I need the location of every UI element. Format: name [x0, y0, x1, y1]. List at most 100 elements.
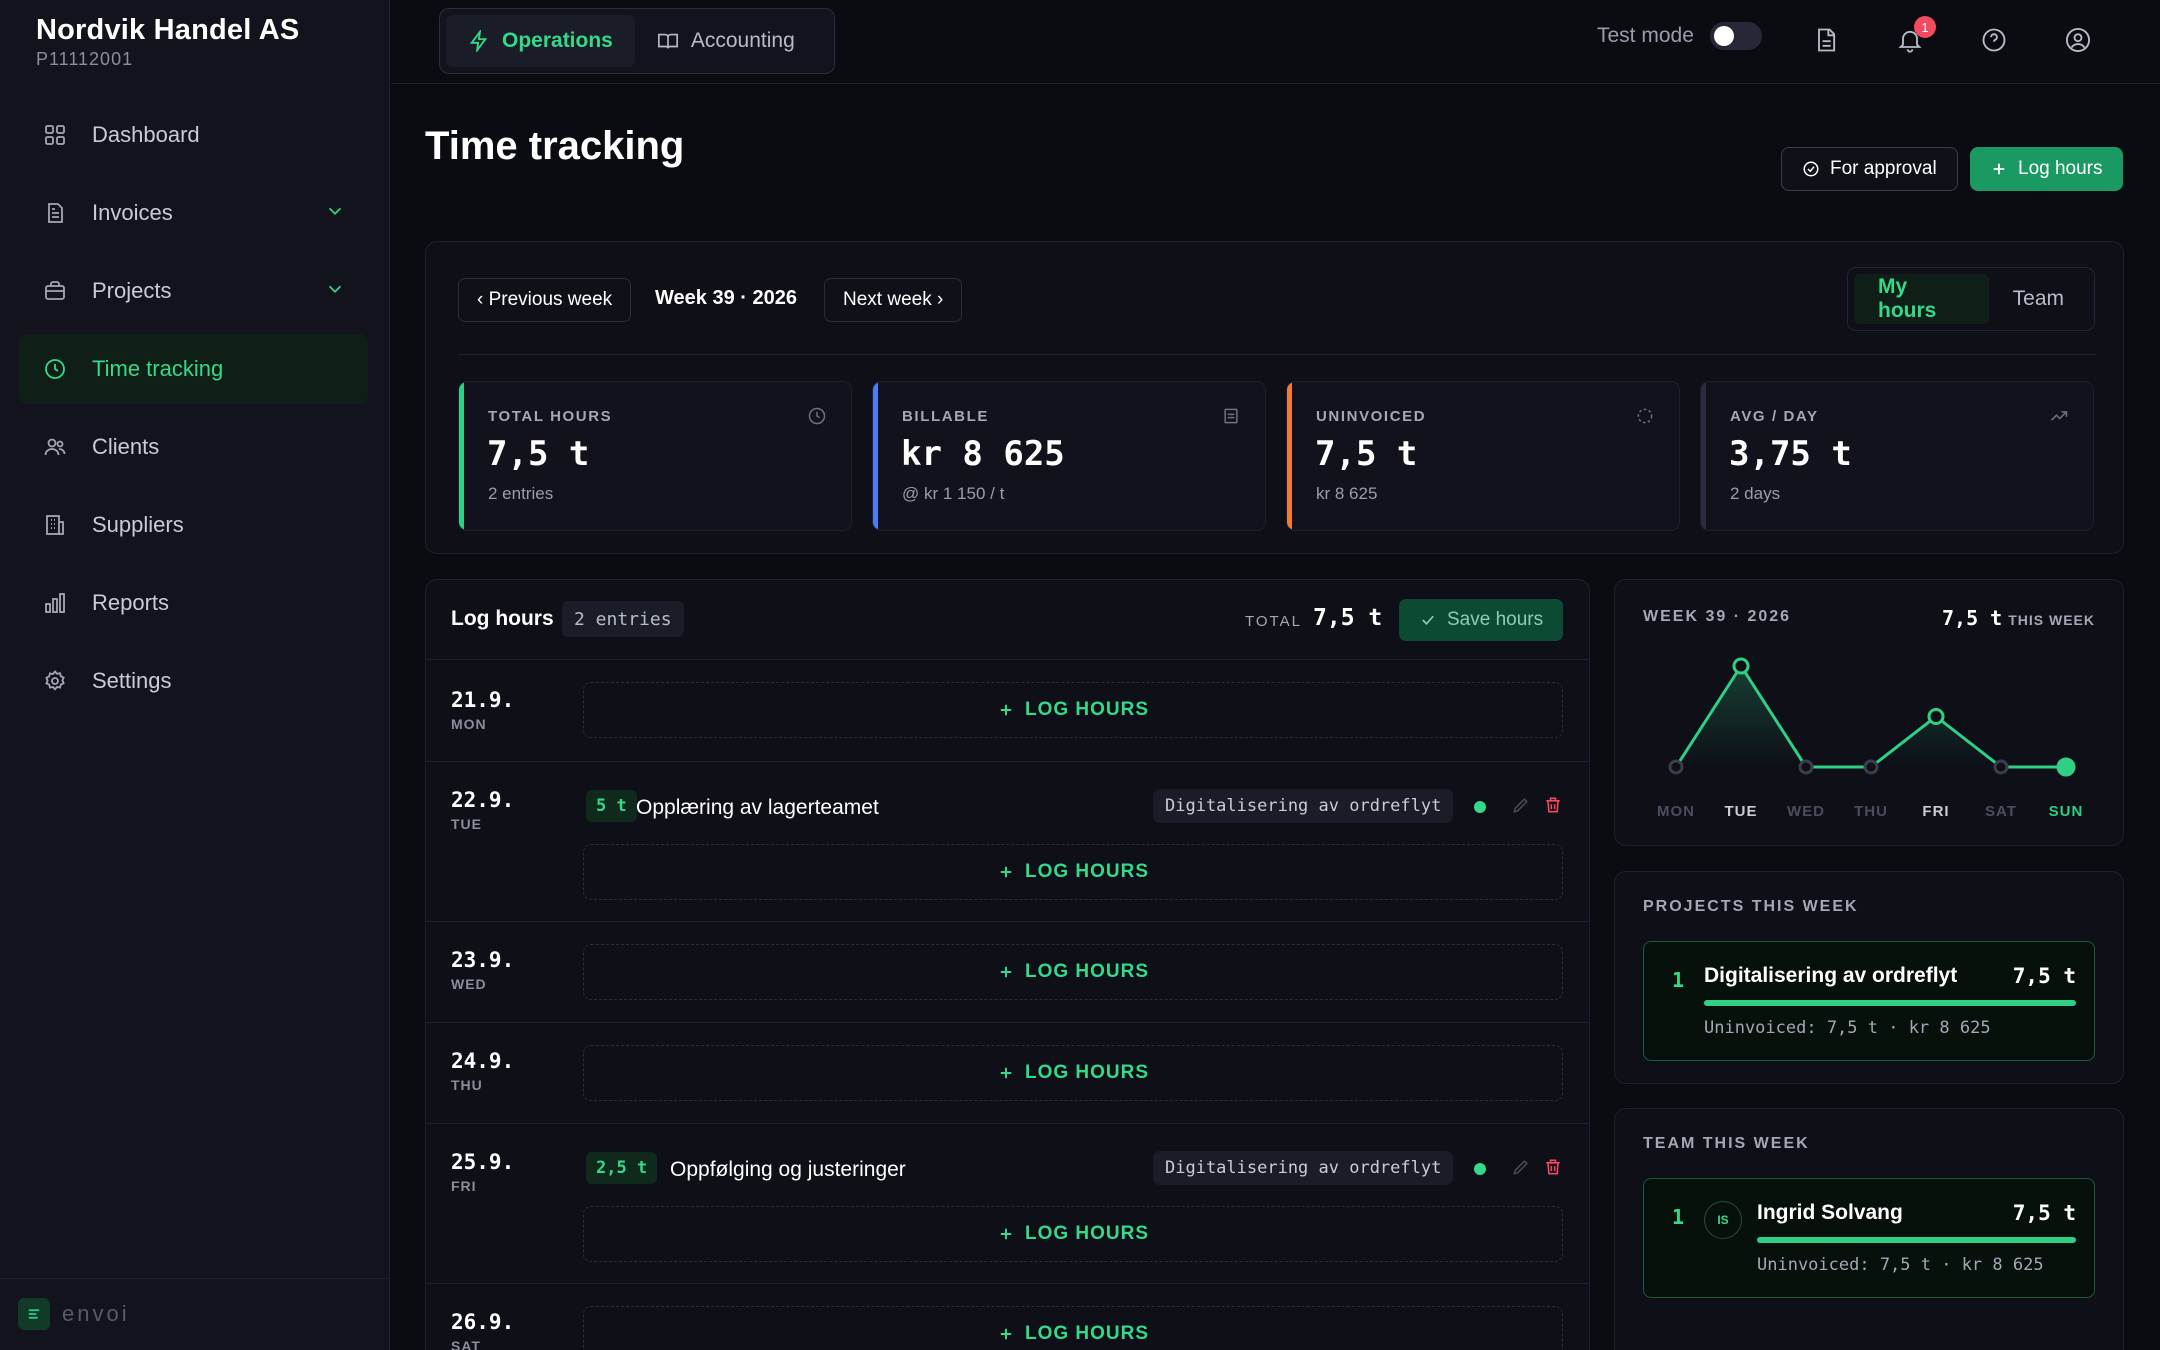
team-list-item[interactable]: 1 IS Ingrid Solvang 7,5 t Uninvoiced: 7,…	[1643, 1178, 2095, 1298]
share-bar	[1704, 1000, 2076, 1006]
trash-icon[interactable]	[1543, 1157, 1563, 1182]
add-hours-button[interactable]: LOG HOURS	[583, 944, 1563, 1000]
sidebar-item-settings[interactable]: Settings	[18, 646, 368, 716]
member-sub: Uninvoiced: 7,5 t · kr 8 625	[1757, 1255, 2044, 1275]
for-approval-button[interactable]: For approval	[1781, 147, 1958, 191]
sidebar-divider	[0, 1278, 390, 1279]
entry-count-badge: 2 entries	[562, 601, 684, 637]
day-of-week: TUE	[451, 816, 482, 832]
sidebar-item-invoices[interactable]: Invoices	[18, 178, 368, 248]
time-entry[interactable]: 2,5 t Oppfølging og justeringer Digitali…	[586, 1148, 1561, 1188]
chart-area	[1676, 666, 2066, 767]
account-icon[interactable]	[2062, 24, 2094, 56]
chart-point-tue[interactable]	[1732, 657, 1750, 675]
day-row: 21.9. MON LOG HOURS	[426, 660, 1589, 762]
chart-day-label: THU	[1854, 803, 1888, 820]
day-of-week: THU	[451, 1077, 483, 1093]
log-hours-panel: Log hours 2 entries TOTAL 7,5 t Save hou…	[425, 579, 1590, 1350]
bar-chart-icon	[42, 590, 68, 616]
add-hours-button[interactable]: LOG HOURS	[583, 1045, 1563, 1101]
gear-icon	[42, 668, 68, 694]
tab-team[interactable]: Team	[2012, 287, 2064, 310]
app-logo[interactable]: envoi	[18, 1298, 130, 1330]
chart-point-mon[interactable]	[1668, 759, 1684, 775]
receipt-icon	[1224, 408, 1238, 424]
chart-point-wed[interactable]	[1798, 759, 1814, 775]
day-date: 23.9.	[451, 948, 515, 972]
trash-icon[interactable]	[1543, 795, 1563, 820]
document-icon[interactable]	[1810, 24, 1842, 56]
chevron-down-icon[interactable]	[324, 200, 346, 228]
sidebar-item-label: Invoices	[92, 200, 173, 225]
add-hours-button[interactable]: LOG HOURS	[583, 844, 1563, 900]
sidebar-item-suppliers[interactable]: Suppliers	[18, 490, 368, 560]
book-icon	[657, 33, 678, 49]
bell-icon[interactable]: 1	[1894, 16, 1936, 56]
users-icon	[42, 434, 68, 460]
pencil-icon[interactable]	[1511, 1157, 1531, 1182]
check-circle-icon	[1803, 161, 1819, 177]
chart-point-sat[interactable]	[1993, 759, 2009, 775]
help-icon[interactable]	[1978, 24, 2010, 56]
panel-title: Log hours	[451, 607, 554, 630]
time-entry[interactable]: 5 t Opplæring av lagerteamet Digitaliser…	[586, 786, 1561, 826]
project-hours: 7,5 t	[2012, 964, 2076, 988]
week-summary-panel: ‹ Previous week Week 39 · 2026 Next week…	[425, 241, 2124, 554]
entry-hours: 2,5 t	[586, 1152, 658, 1184]
button-label: LOG HOURS	[1024, 1323, 1150, 1344]
chart-point-fri[interactable]	[1927, 708, 1945, 725]
button-label: Save hours	[1447, 609, 1544, 630]
tab-accounting[interactable]: Accounting	[635, 15, 817, 67]
chart-day-label: FRI	[1922, 803, 1950, 820]
add-hours-button[interactable]: LOG HOURS	[583, 682, 1563, 738]
projects-this-week-card: PROJECTS THIS WEEK 1 Digitalisering av o…	[1614, 871, 2124, 1084]
project-list-item[interactable]: 1 Digitalisering av ordreflyt 7,5 t Unin…	[1643, 941, 2095, 1061]
stat-value: 7,5 t	[1315, 434, 1418, 474]
button-label: LOG HOURS	[1024, 861, 1150, 882]
building-icon	[42, 512, 68, 538]
chart-day-label: MON	[1657, 803, 1695, 820]
sidebar-item-label: Reports	[92, 590, 170, 615]
sidebar-item-dashboard[interactable]: Dashboard	[18, 100, 368, 170]
add-hours-button[interactable]: LOG HOURS	[583, 1206, 1563, 1262]
app-name: envoi	[62, 1301, 130, 1326]
chart-day-label: SUN	[2048, 803, 2084, 820]
stat-label: AVG / DAY	[1730, 408, 1819, 425]
plus-icon	[1000, 704, 1012, 716]
rank: 1	[1672, 968, 1685, 992]
test-mode-toggle[interactable]	[1709, 22, 1762, 50]
project-name: Digitalisering av ordreflyt	[1704, 964, 1958, 987]
day-date: 21.9.	[451, 688, 515, 712]
chart-point-thu[interactable]	[1863, 759, 1879, 775]
bolt-icon	[469, 30, 488, 52]
card-title: TEAM THIS WEEK	[1643, 1135, 1810, 1152]
card-title: PROJECTS THIS WEEK	[1643, 898, 1859, 915]
trend-up-icon	[2050, 411, 2068, 421]
week-total-suffix: THIS WEEK	[2008, 612, 2095, 628]
tab-my-hours[interactable]: My hours	[1854, 274, 1989, 324]
pencil-icon[interactable]	[1511, 795, 1531, 820]
entry-project-tag: Digitalisering av ordreflyt	[1153, 1151, 1454, 1185]
log-hours-button[interactable]: Log hours	[1970, 147, 2123, 191]
plus-icon	[1000, 1328, 1012, 1340]
save-hours-button[interactable]: Save hours	[1399, 599, 1564, 641]
stat-sub: 2 entries	[488, 484, 554, 503]
sidebar-item-time-tracking[interactable]: Time tracking	[18, 334, 368, 404]
team-this-week-card: TEAM THIS WEEK 1 IS Ingrid Solvang 7,5 t…	[1614, 1108, 2124, 1350]
company-brand[interactable]: Nordvik Handel AS P11112001	[36, 14, 299, 70]
next-week-button[interactable]: Next week ›	[824, 278, 963, 322]
share-bar	[1757, 1237, 2076, 1243]
stat-label: UNINVOICED	[1316, 408, 1427, 425]
add-hours-button[interactable]: LOG HOURS	[583, 1306, 1563, 1350]
chevron-down-icon[interactable]	[324, 278, 346, 306]
chart-point-sun[interactable]	[2056, 757, 2076, 777]
button-label: Log hours	[2018, 158, 2103, 179]
tab-operations[interactable]: Operations	[446, 15, 635, 67]
button-label: LOG HOURS	[1024, 1223, 1150, 1244]
stat-card-billable: BILLABLE kr 8 625 @ kr 1 150 / t	[872, 381, 1266, 531]
plus-icon	[1993, 163, 2005, 175]
sidebar-item-clients[interactable]: Clients	[18, 412, 368, 482]
previous-week-button[interactable]: ‹ Previous week	[458, 278, 632, 322]
sidebar-item-reports[interactable]: Reports	[18, 568, 368, 638]
sidebar-item-projects[interactable]: Projects	[18, 256, 368, 326]
